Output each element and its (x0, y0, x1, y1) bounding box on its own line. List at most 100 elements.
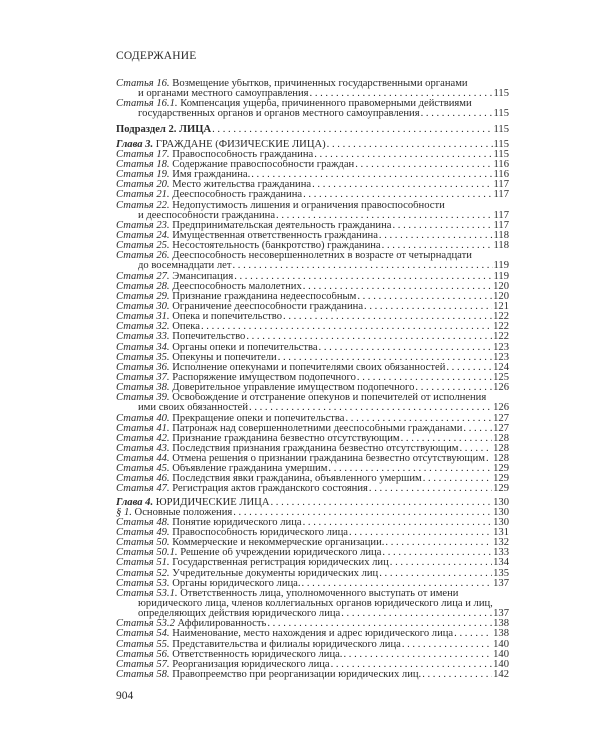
dot-leader (233, 261, 493, 271)
toc-line: Статья 37. Распоряжение имуществом подоп… (116, 373, 509, 383)
entry-title-text: Предпринимательская деятельность граждан… (172, 220, 392, 231)
entry-label: Статья 48. (116, 517, 170, 528)
toc-line: до восемнадцати лет 119 (116, 261, 509, 271)
toc-entry-article: Статья 35. Опекуны и попечители 123 (116, 353, 509, 363)
entry-title: Статья 50. Коммерческие и некоммерческие… (116, 538, 384, 548)
toc-entry-article: Статья 44. Отмена решения о признании гр… (116, 454, 509, 464)
entry-label: Статья 53. (116, 578, 170, 589)
toc-entry-article: Статья 39. Освобождение и отстранение оп… (116, 393, 509, 413)
entry-page-number: 140 (493, 659, 509, 670)
dot-leader (392, 221, 492, 231)
dot-leader (303, 518, 493, 528)
toc-entry-article: Статья 55. Представительства и филиалы ю… (116, 640, 509, 650)
toc-entry-article: Статья 50.1. Решение об учреждении юриди… (116, 548, 509, 558)
entry-title-text: Имущественная ответственность гражданина (172, 230, 378, 241)
toc-entry-article: Статья 48. Понятие юридического лица 130 (116, 518, 509, 528)
entry-label: Статья 28. (116, 281, 170, 292)
entry-page-number: 124 (493, 362, 509, 373)
toc-entry-article: Статья 21. Дееспособность гражданина 117 (116, 190, 509, 200)
entry-label: Статья 53.2 (116, 619, 175, 630)
toc-entry-article: Статья 25. Несостоятельность (банкротств… (116, 241, 509, 251)
entry-title-text: Учредительные документы юридических лиц (172, 568, 379, 579)
entry-label: § 1. (116, 507, 132, 518)
entry-title: Статья 37. Распоряжение имуществом подоп… (116, 373, 356, 383)
entry-label: Статья 17. (116, 149, 170, 160)
entry-page-number: 126 (493, 403, 509, 414)
entry-page-number: 127 (493, 413, 509, 424)
entry-page-number: 116 (493, 170, 510, 181)
entry-page-number: 137 (493, 578, 509, 589)
entry-page-number: 121 (493, 301, 509, 312)
dot-leader (302, 579, 493, 589)
dot-leader (459, 444, 492, 454)
entry-page-number: 140 (493, 639, 509, 650)
dot-leader (319, 343, 493, 353)
entry-title: Статья 54. Наименование, место нахождени… (116, 629, 453, 639)
toc-line: Статья 57. Реорганизация юридического ли… (116, 660, 509, 670)
entry-title: Статья 35. Опекуны и попечители (116, 353, 277, 363)
toc-entry-article: Статья 53.2 Аффилированность 138 (116, 619, 509, 629)
entry-title-text: Аффилированность (177, 619, 267, 630)
toc-line: Глава 3. ГРАЖДАНЕ (ФИЗИЧЕСКИЕ ЛИЦА) 115 (116, 140, 509, 150)
entry-page-number: 138 (493, 629, 509, 640)
entry-label: Статья 22. (116, 200, 170, 211)
toc-line: Статья 21. Дееспособность гражданина 117 (116, 190, 509, 200)
entry-label: Статья 46. (116, 474, 170, 485)
entry-label: Статья 20. (116, 180, 170, 191)
toc-line: Статья 19. Имя гражданина. 116 (116, 170, 509, 180)
page-number: 904 (116, 690, 134, 702)
entry-title: Статья 53.1. Ответственность лица, уполн… (116, 589, 458, 599)
entry-title: Статья 19. Имя гражданина. (116, 170, 250, 180)
entry-title-text: и органами местного самоуправления (138, 89, 309, 100)
entry-title-text: ими своих обязанностей (138, 403, 249, 414)
toc-line: Статья 51. Государственная регистрация ю… (116, 558, 509, 568)
entry-page-number: 117 (493, 220, 510, 231)
toc-line: § 1. Основные положения 130 (116, 508, 509, 518)
entry-title: Статья 48. Понятие юридического лица (116, 518, 302, 528)
toc-entry-paragraph: § 1. Основные положения 130 (116, 508, 509, 518)
entry-label: Статья 39. (116, 393, 170, 404)
toc-entry-article: Статья 40. Прекращение опеки и попечител… (116, 414, 509, 424)
entry-page-number: 129 (493, 464, 509, 475)
entry-title: Статья 53. Органы юридического лица. (116, 579, 301, 589)
entry-label: Статья 38. (116, 383, 170, 394)
toc-line: Статья 47. Регистрация актов гражданског… (116, 484, 509, 494)
dot-leader (423, 474, 492, 484)
entry-page-number: 115 (493, 109, 510, 120)
toc-line: Статья 50. Коммерческие и некоммерческие… (116, 538, 509, 548)
toc-line: Статья 52. Учредительные документы юриди… (116, 569, 509, 579)
dot-leader (382, 548, 492, 558)
running-header: СОДЕРЖАНИЕ (116, 50, 197, 62)
entry-page-number: 118 (493, 230, 510, 241)
entry-label: Статья 57. (116, 659, 170, 670)
toc-entry-article: Статья 57. Реорганизация юридического ли… (116, 660, 509, 670)
toc-line: Статья 16.1. Компенсация ущерба, причине… (116, 99, 509, 109)
toc-entry-subsection: Подраздел 2. ЛИЦА 115 (116, 125, 509, 135)
entry-label: Статья 26. (116, 251, 170, 262)
entry-label: Статья 51. (116, 558, 170, 569)
dot-leader (357, 292, 492, 302)
entry-page-number: 115 (493, 89, 510, 100)
dot-leader (303, 190, 492, 200)
entry-page-number: 135 (493, 568, 509, 579)
entry-page-number: 128 (493, 454, 509, 465)
entry-page-number: 130 (493, 507, 509, 518)
dot-leader (402, 640, 492, 650)
toc-line: Статья 38. Доверительное управление имущ… (116, 383, 509, 393)
toc-line: Статья 53. Органы юридического лица. 137 (116, 579, 509, 589)
entry-title: Статья 16.1. Компенсация ущерба, причине… (116, 99, 472, 109)
entry-label: Статья 40. (116, 413, 170, 424)
entry-title: Статья 46. Последствия явки гражданина, … (116, 474, 422, 484)
entry-page-number: 115 (493, 139, 510, 150)
toc-line: Статья 26. Дееспособность несовершенноле… (116, 251, 509, 261)
toc-entry-article: Статья 18. Содержание правоспособности г… (116, 160, 509, 170)
entry-title: Статья 24. Имущественная ответственность… (116, 231, 378, 241)
entry-label: Статья 44. (116, 454, 170, 465)
toc-entry-article: Статья 16.1. Компенсация ущерба, причине… (116, 99, 509, 119)
entry-title: Статья 53.2 Аффилированность (116, 619, 266, 629)
entry-page-number: 120 (493, 281, 509, 292)
entry-page-number: 117 (493, 190, 510, 201)
toc-line: Статья 54. Наименование, место нахождени… (116, 629, 509, 639)
entry-title-text: Имя гражданина. (172, 170, 251, 181)
entry-title: Статья 23. Предпринимательская деятельно… (116, 221, 391, 231)
